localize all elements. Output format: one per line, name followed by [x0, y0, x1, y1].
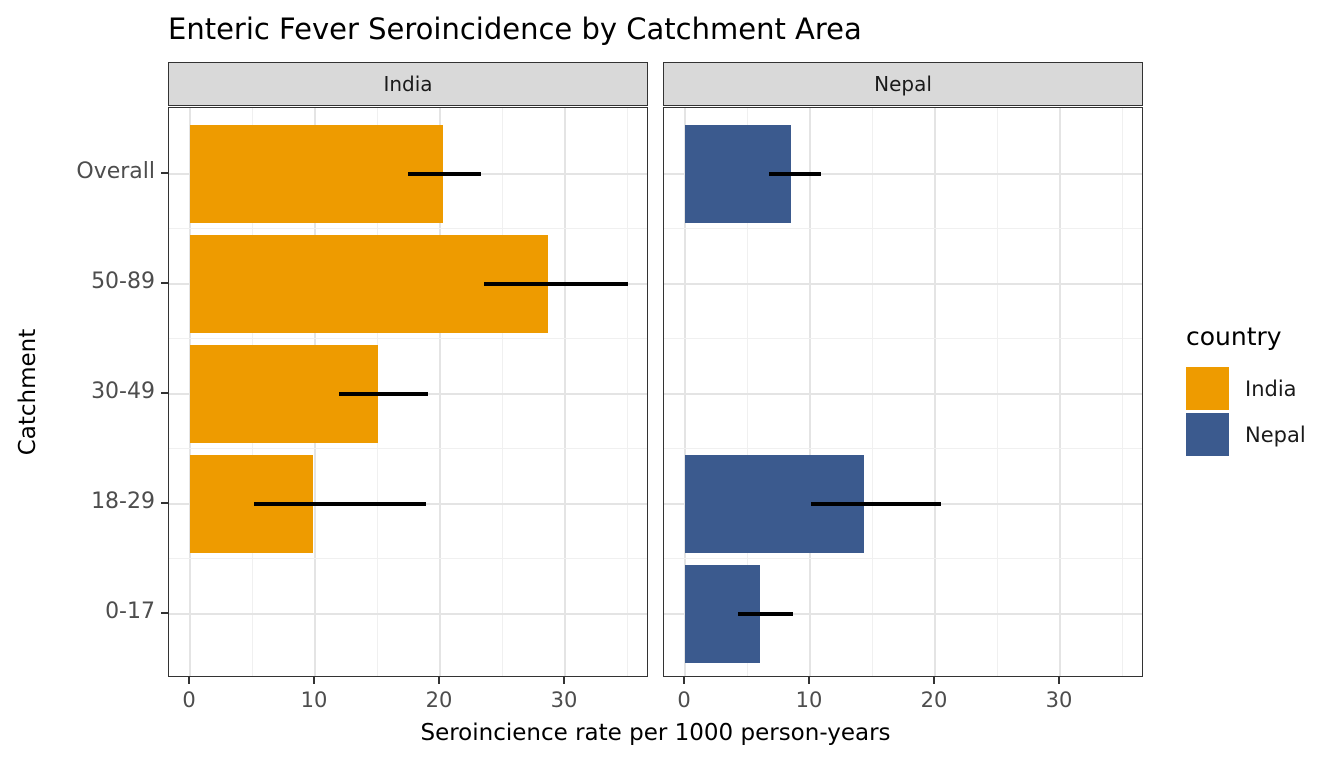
gridline-x-minor	[627, 108, 628, 676]
x-tick-mark	[438, 677, 440, 684]
x-tick-label: 30	[1045, 688, 1073, 712]
x-axis-title: Seroincience rate per 1000 person-years	[420, 720, 891, 746]
gridline-y-minor	[169, 448, 647, 449]
x-tick-label: 0	[677, 688, 691, 712]
error-bar-india-18-29	[253, 501, 427, 506]
x-tick-label: 10	[300, 688, 328, 712]
legend: country India Nepal	[1186, 322, 1342, 459]
gridline-y-major	[664, 392, 1142, 395]
gridline-y-minor	[664, 228, 1142, 229]
y-tick-mark	[161, 501, 168, 504]
x-tick-mark	[563, 677, 565, 684]
legend-entry-nepal: Nepal	[1186, 413, 1342, 456]
gridline-x-major	[439, 108, 441, 676]
gridline-y-minor	[169, 228, 647, 229]
x-tick-label: 20	[425, 688, 453, 712]
x-tick-mark	[808, 677, 810, 684]
y-tick-label: 30-49	[91, 378, 155, 404]
x-tick-mark	[683, 677, 685, 684]
x-tick-label: 20	[920, 688, 948, 712]
y-tick-label: 0-17	[105, 598, 155, 624]
legend-entry-label: India	[1245, 376, 1297, 401]
bar-india-Overall	[190, 124, 443, 223]
gridline-y-major	[664, 172, 1142, 175]
x-tick-label: 10	[795, 688, 823, 712]
y-tick-label: 50-89	[91, 268, 155, 294]
y-tick-mark	[161, 391, 168, 394]
y-tick-label: 18-29	[91, 488, 155, 514]
gridline-y-minor	[664, 558, 1142, 559]
facet-strip-label: Nepal	[874, 72, 932, 96]
x-tick-label: 30	[550, 688, 578, 712]
error-bar-nepal-0-17	[737, 611, 793, 616]
facet-strip-nepal: Nepal	[663, 62, 1143, 106]
gridline-x-major	[934, 108, 936, 676]
gridline-x-minor	[997, 108, 998, 676]
gridline-x-major	[1059, 108, 1061, 676]
error-bar-india-Overall	[407, 171, 482, 176]
y-tick-mark	[161, 281, 168, 284]
legend-title: country	[1186, 322, 1282, 351]
gridline-x-minor	[872, 108, 873, 676]
panel-india	[168, 107, 648, 677]
x-tick-mark	[313, 677, 315, 684]
gridline-x-major	[564, 108, 566, 676]
gridline-y-minor	[169, 338, 647, 339]
legend-entries: India Nepal	[1186, 367, 1342, 456]
x-tick-mark	[933, 677, 935, 684]
legend-entry-label: Nepal	[1245, 422, 1306, 447]
gridline-x-major	[809, 108, 811, 676]
facet-strip-label: India	[383, 72, 433, 96]
gridline-y-major	[664, 282, 1142, 285]
y-tick-label: Overall	[76, 158, 155, 184]
error-bar-nepal-Overall	[768, 171, 822, 176]
legend-swatch-nepal	[1186, 413, 1229, 456]
x-tick-mark	[188, 677, 190, 684]
gridline-x-minor	[747, 108, 748, 676]
error-bar-india-50-89	[483, 281, 628, 286]
gridline-x-major	[684, 108, 686, 676]
legend-entry-india: India	[1186, 367, 1342, 410]
chart-title: Enteric Fever Seroincidence by Catchment…	[168, 12, 862, 46]
panel-nepal	[663, 107, 1143, 677]
error-bar-india-30-49	[338, 391, 428, 396]
facet-strip-india: India	[168, 62, 648, 106]
gridline-y-minor	[664, 448, 1142, 449]
gridline-x-minor	[502, 108, 503, 676]
legend-swatch-india	[1186, 367, 1229, 410]
gridline-x-minor	[1122, 108, 1123, 676]
y-tick-mark	[161, 171, 168, 174]
x-tick-label: 0	[182, 688, 196, 712]
gridline-y-major	[664, 612, 1142, 615]
x-tick-mark	[1058, 677, 1060, 684]
gridline-y-minor	[169, 558, 647, 559]
gridline-y-minor	[664, 338, 1142, 339]
y-tick-mark	[161, 611, 168, 614]
gridline-y-major	[169, 612, 647, 615]
error-bar-nepal-18-29	[811, 501, 942, 506]
